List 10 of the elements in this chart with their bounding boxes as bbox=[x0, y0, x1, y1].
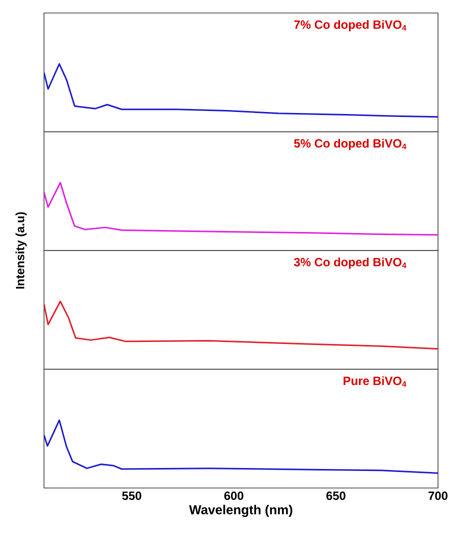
x-tick-label: 700 bbox=[428, 492, 448, 500]
text: 3% Co doped BiVO$_{4}$ bbox=[294, 258, 406, 269]
y-axis-title: Intensity (a.u) bbox=[16, 212, 27, 289]
x-tick-label: 650 bbox=[326, 492, 346, 500]
x-tick-label: 550 bbox=[122, 492, 142, 500]
x-tick-label: 600 bbox=[224, 492, 244, 500]
text: 5% Co doped BiVO$_{4}$ bbox=[294, 138, 406, 150]
text: Pure BiVO$_{4}$ bbox=[344, 376, 406, 387]
text: 7% Co doped BiVO$_{4}$ bbox=[294, 20, 406, 32]
x-axis-title: Wavelength (nm) bbox=[189, 504, 292, 517]
